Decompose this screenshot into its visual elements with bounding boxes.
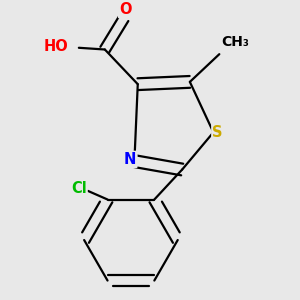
Text: HO: HO	[44, 38, 68, 53]
Text: O: O	[119, 2, 131, 17]
Text: S: S	[212, 125, 223, 140]
Text: Cl: Cl	[71, 181, 87, 196]
Text: N: N	[124, 152, 136, 167]
Text: CH₃: CH₃	[221, 35, 249, 49]
